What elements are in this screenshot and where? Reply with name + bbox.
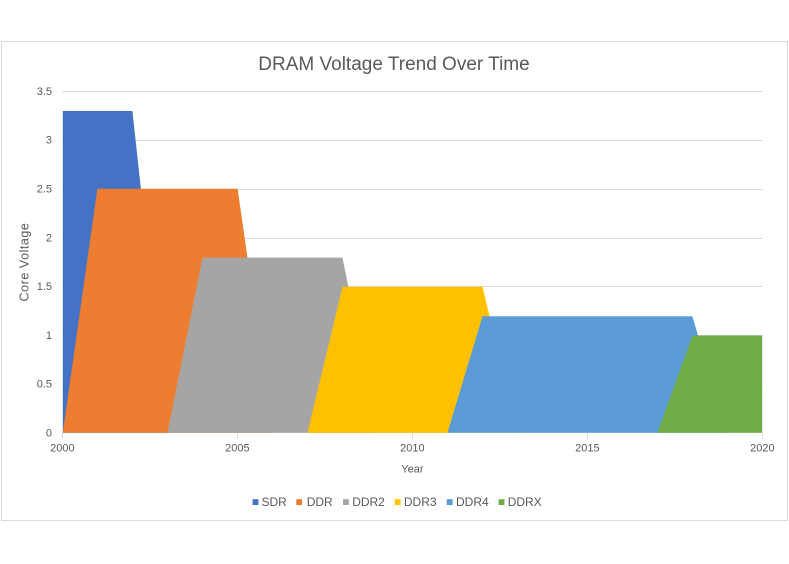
svg-text:2020: 2020 xyxy=(750,442,774,454)
svg-text:0.5: 0.5 xyxy=(37,379,52,391)
svg-text:DDR4: DDR4 xyxy=(456,495,489,509)
svg-text:3.5: 3.5 xyxy=(37,86,52,98)
svg-text:2010: 2010 xyxy=(400,442,424,454)
svg-text:DDR: DDR xyxy=(307,495,333,509)
svg-text:2: 2 xyxy=(46,232,52,244)
svg-text:2.5: 2.5 xyxy=(37,184,52,196)
svg-text:1: 1 xyxy=(46,330,52,342)
svg-text:Year: Year xyxy=(401,464,424,476)
svg-text:DDRX: DDRX xyxy=(508,495,542,509)
svg-text:SDR: SDR xyxy=(262,495,288,509)
svg-text:DDR3: DDR3 xyxy=(404,495,437,509)
svg-text:DDR2: DDR2 xyxy=(352,495,385,509)
svg-text:1.5: 1.5 xyxy=(37,281,52,293)
svg-text:Core Voltage: Core Voltage xyxy=(18,223,32,302)
svg-text:2005: 2005 xyxy=(225,442,249,454)
svg-text:0: 0 xyxy=(46,428,52,440)
svg-text:DRAM Voltage Trend Over Time: DRAM Voltage Trend Over Time xyxy=(258,54,529,75)
svg-text:2015: 2015 xyxy=(575,442,599,454)
svg-text:2000: 2000 xyxy=(50,442,74,454)
svg-text:3: 3 xyxy=(46,135,52,147)
